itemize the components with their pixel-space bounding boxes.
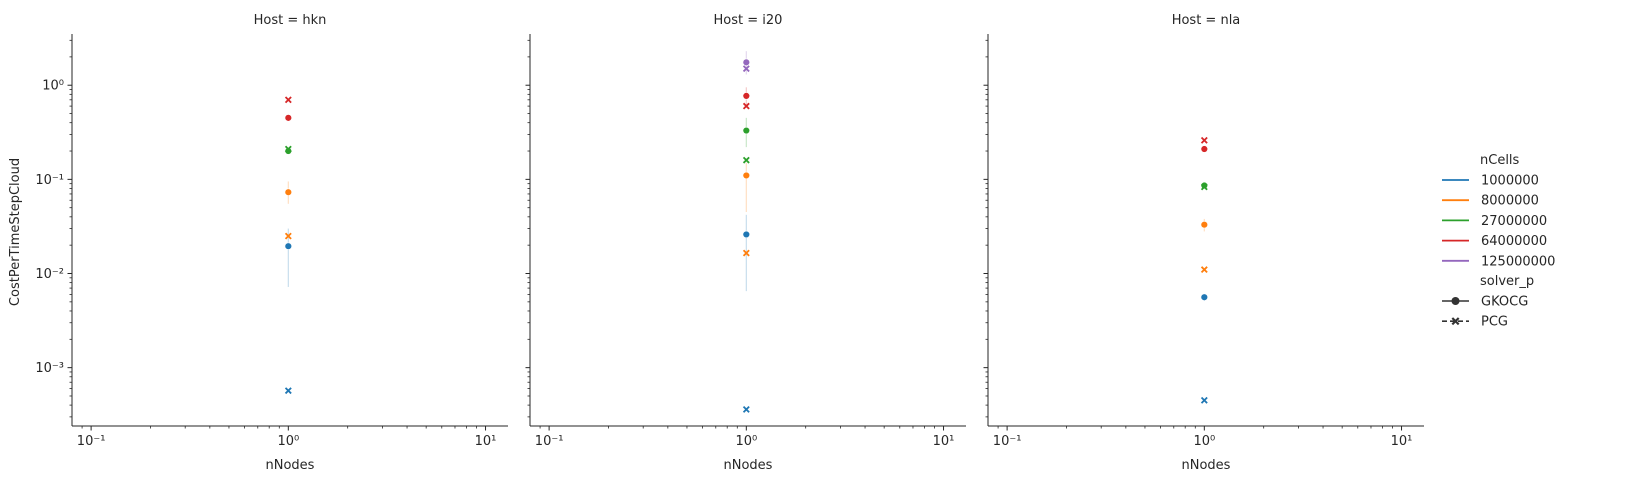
x-axis-label: nNodes [1182, 458, 1231, 473]
facet-panel: Host = nla 10⁻¹ 10⁰ 10¹ nNodes [983, 13, 1424, 473]
data-point-pcg [742, 156, 750, 164]
chart-panels: Host = hkn 10⁻¹ 10⁰ 10¹ 10⁻³ 10⁻² 10⁻¹ 10⁰ nNode… [35, 13, 1424, 473]
x-tick-label: 10¹ [933, 434, 955, 449]
data-point-pcg [284, 232, 292, 240]
x-tick-label: 10⁰ [735, 434, 757, 449]
data-point-gkocg [742, 92, 751, 100]
data-point-pcg [1200, 136, 1208, 144]
data-point-gkocg [1200, 145, 1209, 153]
data-point-gkocg [284, 188, 293, 196]
legend-marker-x [1451, 317, 1460, 326]
data-point-gkocg [1200, 181, 1209, 190]
legend-marker-circle [1451, 297, 1460, 305]
data-point-gkocg [1200, 293, 1209, 301]
data-point-pcg [742, 249, 750, 257]
data-point-gkocg [742, 58, 751, 67]
y-axis-label: CostPerTimeStepCloud [8, 158, 23, 306]
legend-item-label: PCG [1481, 315, 1508, 330]
data-point-pcg [1200, 266, 1208, 274]
legend-item-label: 1000000 [1481, 174, 1539, 189]
legend-title-ncells: nCells [1480, 153, 1520, 168]
x-tick-label: 10⁰ [1193, 434, 1215, 449]
y-tick-label: 10⁻² [35, 267, 64, 282]
panel-title: Host = i20 [714, 13, 783, 28]
x-tick-label: 10⁰ [277, 434, 299, 449]
data-point-gkocg [284, 114, 293, 122]
data-point-pcg [1200, 396, 1208, 404]
data-point-pcg [284, 96, 292, 104]
x-tick-label: 10⁻¹ [993, 434, 1022, 449]
legend: nCells 1000000 8000000 27000000 64000000 1250… [1442, 153, 1555, 330]
legend-item-label: 27000000 [1481, 214, 1547, 229]
legend-item-label: 64000000 [1481, 234, 1547, 249]
x-tick-label: 10¹ [475, 434, 497, 449]
panel-title: Host = nla [1172, 13, 1241, 28]
y-tick-label: 10⁻¹ [35, 173, 64, 188]
y-tick-label: 10⁻³ [35, 361, 64, 376]
x-axis-label: nNodes [266, 458, 315, 473]
data-point-gkocg [742, 230, 751, 239]
y-tick-label: 10⁰ [42, 79, 64, 94]
data-point-gkocg [742, 126, 751, 135]
legend-item-label: 125000000 [1481, 254, 1555, 269]
data-point-pcg [742, 102, 750, 110]
data-point-gkocg [284, 147, 293, 155]
data-point-gkocg [1200, 220, 1209, 229]
data-point-pcg [1200, 183, 1208, 191]
data-point-pcg [742, 65, 750, 73]
data-point-pcg [284, 387, 292, 395]
x-axis-label: nNodes [724, 458, 773, 473]
legend-item-label: GKOCG [1481, 295, 1528, 310]
data-point-pcg [742, 405, 750, 413]
data-point-gkocg [742, 171, 751, 180]
x-tick-label: 10¹ [1391, 434, 1413, 449]
data-point-pcg [284, 145, 292, 153]
facet-panel: Host = hkn 10⁻¹ 10⁰ 10¹ 10⁻³ 10⁻² 10⁻¹ 10⁰ nNode… [35, 13, 508, 473]
panel-title: Host = hkn [254, 13, 327, 28]
legend-item-label: 8000000 [1481, 194, 1539, 209]
facet-panel: Host = i20 10⁻¹ 10⁰ 10¹ nNodes [525, 13, 966, 473]
x-tick-label: 10⁻¹ [535, 434, 564, 449]
x-tick-label: 10⁻¹ [77, 434, 106, 449]
legend-title-solver: solver_p [1480, 274, 1534, 289]
data-point-gkocg [284, 242, 293, 250]
